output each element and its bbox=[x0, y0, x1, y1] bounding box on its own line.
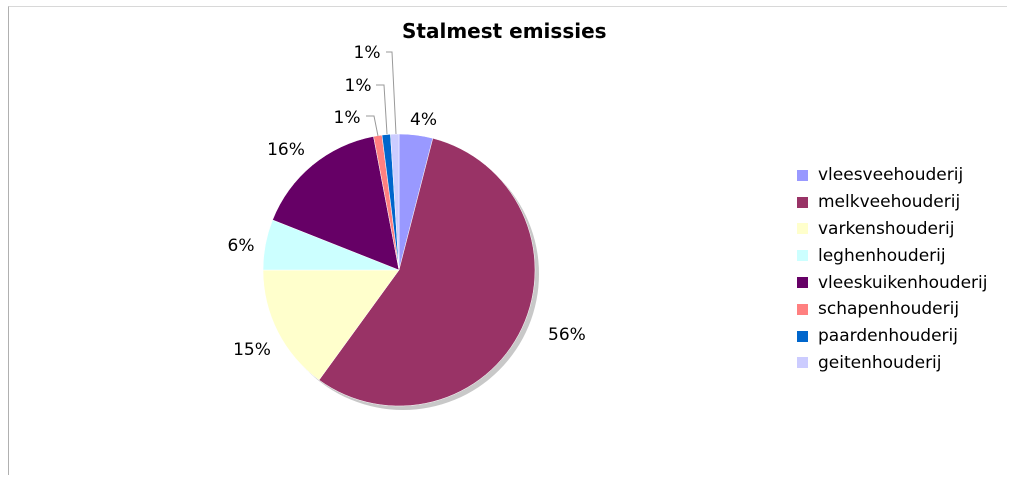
legend-label: leghenhouderij bbox=[818, 245, 946, 266]
leader-line-paardenhouderij bbox=[376, 84, 388, 135]
legend-item-vleesveehouderij: vleesveehouderij bbox=[797, 162, 988, 189]
legend-swatch bbox=[797, 169, 808, 181]
legend-item-schapenhouderij: schapenhouderij bbox=[797, 296, 988, 323]
data-label-varkenshouderij: 15% bbox=[233, 340, 271, 360]
chart-frame bbox=[8, 6, 1007, 475]
data-label-melkveehouderij: 56% bbox=[548, 325, 586, 345]
legend-label: vleeskuikenhouderij bbox=[818, 272, 988, 293]
pie-slice-geitenhouderij bbox=[390, 133, 400, 271]
data-label-vleesveehouderij: 4% bbox=[410, 110, 437, 130]
pie-slice-melkveehouderij bbox=[318, 137, 536, 407]
legend-swatch bbox=[797, 330, 808, 342]
legend-label: paardenhouderij bbox=[818, 326, 958, 347]
legend-label: vleesveehouderij bbox=[818, 165, 964, 186]
pie-slice-varkenshouderij bbox=[262, 269, 400, 381]
data-label-vleeskuikenhouderij: 16% bbox=[267, 140, 305, 160]
leader-line-schapenhouderij bbox=[366, 115, 379, 137]
legend-swatch bbox=[797, 277, 808, 289]
legend-label: varkenshouderij bbox=[818, 218, 955, 239]
chart-legend: vleesveehouderij melkveehouderij varkensho… bbox=[797, 162, 988, 376]
chart-title: Stalmest emissies bbox=[402, 19, 607, 43]
legend-swatch bbox=[797, 196, 808, 208]
legend-swatch bbox=[797, 357, 808, 369]
data-label-leghenhouderij: 6% bbox=[228, 236, 255, 256]
legend-label: schapenhouderij bbox=[818, 299, 960, 320]
data-label-schapenhouderij: 1% bbox=[334, 108, 361, 128]
leader-line-geitenhouderij bbox=[386, 51, 397, 135]
legend-item-leghenhouderij: leghenhouderij bbox=[797, 242, 988, 269]
pie-slice-vleeskuikenhouderij bbox=[272, 136, 400, 271]
legend-item-paardenhouderij: paardenhouderij bbox=[797, 323, 988, 350]
legend-item-melkveehouderij: melkveehouderij bbox=[797, 189, 988, 216]
legend-label: melkveehouderij bbox=[818, 192, 961, 213]
data-label-paardenhouderij: 1% bbox=[345, 76, 372, 96]
legend-item-varkenshouderij: varkenshouderij bbox=[797, 216, 988, 243]
data-label-geitenhouderij: 1% bbox=[354, 43, 381, 63]
legend-item-geitenhouderij: geitenhouderij bbox=[797, 350, 988, 377]
legend-swatch bbox=[797, 250, 808, 262]
legend-item-vleeskuikenhouderij: vleeskuikenhouderij bbox=[797, 269, 988, 296]
legend-label: geitenhouderij bbox=[818, 352, 942, 373]
legend-swatch bbox=[797, 303, 808, 315]
legend-swatch bbox=[797, 223, 808, 235]
